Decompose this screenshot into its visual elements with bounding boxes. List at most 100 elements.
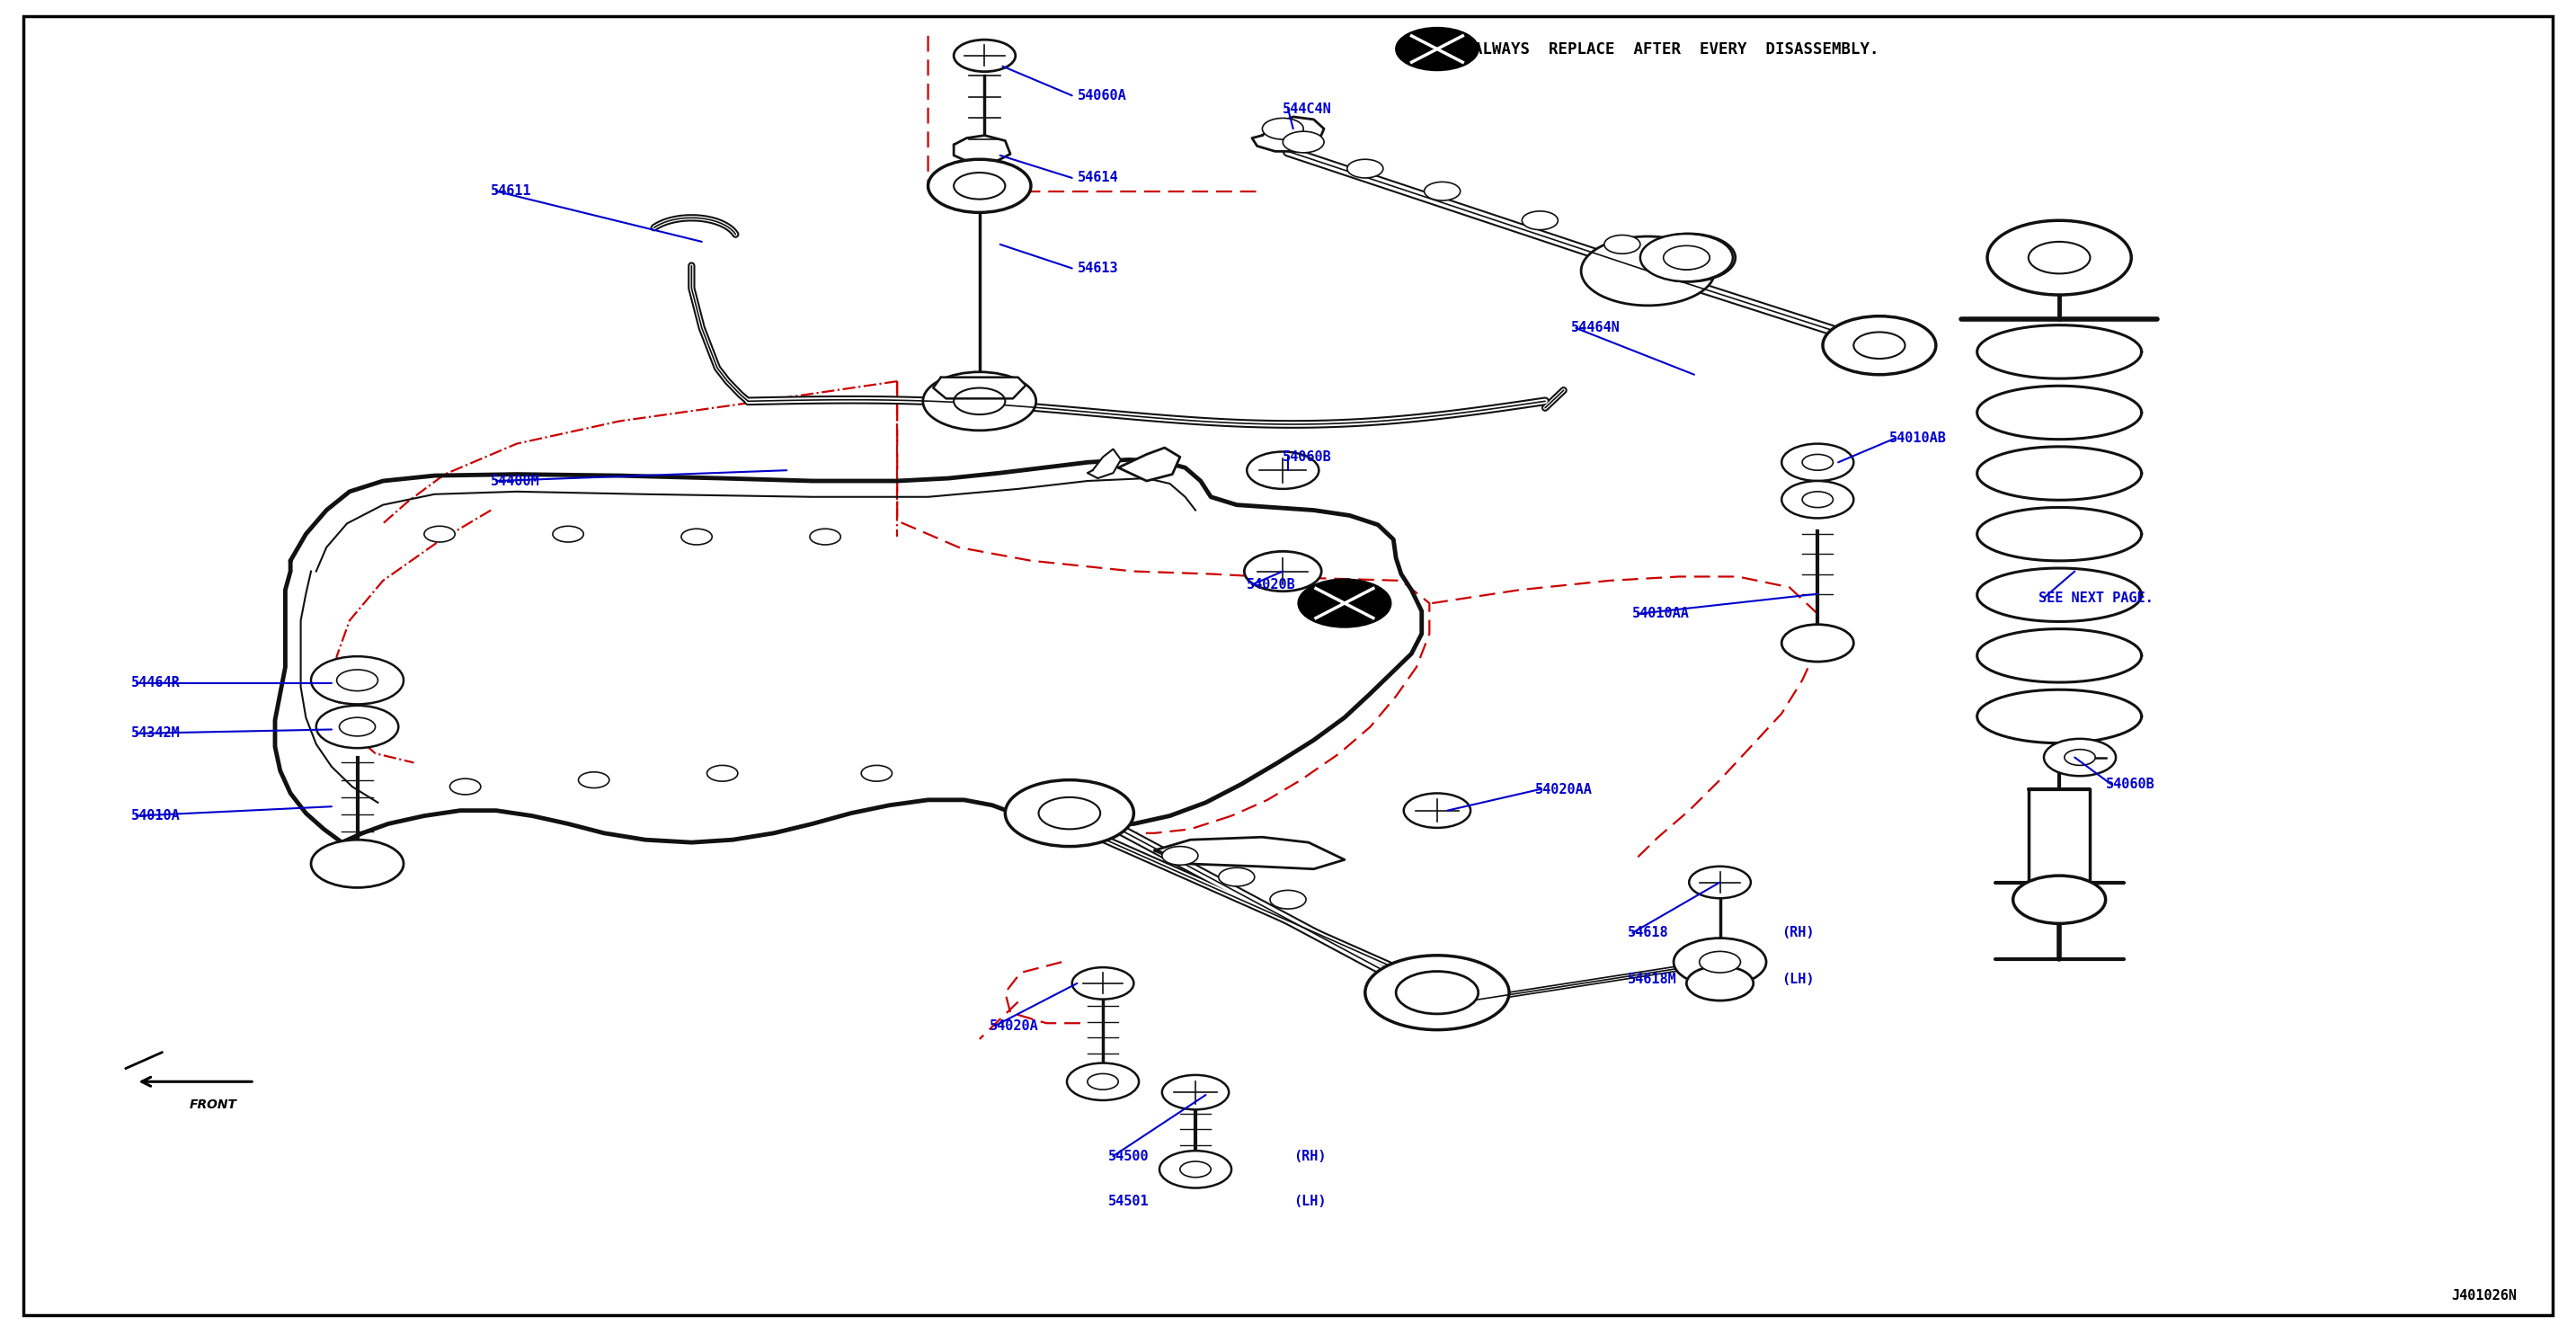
Circle shape: [1690, 866, 1752, 898]
Circle shape: [706, 766, 737, 782]
Circle shape: [1674, 938, 1767, 986]
Circle shape: [1783, 482, 1855, 518]
Text: 54010A: 54010A: [131, 810, 180, 823]
Circle shape: [1087, 1074, 1118, 1090]
Circle shape: [312, 656, 404, 704]
Circle shape: [337, 670, 379, 691]
Polygon shape: [1154, 838, 1345, 868]
Text: 54342M: 54342M: [131, 727, 180, 740]
Polygon shape: [276, 460, 1422, 843]
Circle shape: [2063, 750, 2094, 766]
Circle shape: [1803, 455, 1834, 471]
Circle shape: [1159, 1151, 1231, 1189]
Polygon shape: [1087, 450, 1121, 479]
Polygon shape: [1118, 448, 1180, 482]
Circle shape: [1218, 867, 1255, 886]
Circle shape: [1066, 1063, 1139, 1101]
Circle shape: [1605, 235, 1641, 253]
Circle shape: [1162, 846, 1198, 864]
Text: 54010AA: 54010AA: [1633, 607, 1690, 620]
Circle shape: [1262, 119, 1303, 139]
Circle shape: [1162, 1075, 1229, 1110]
Circle shape: [1283, 132, 1324, 152]
Circle shape: [1783, 444, 1855, 482]
Circle shape: [1643, 233, 1736, 281]
Text: 54614: 54614: [1077, 171, 1118, 184]
Circle shape: [2027, 241, 2089, 273]
Text: 54400M: 54400M: [492, 474, 541, 488]
Circle shape: [1401, 974, 1473, 1011]
Text: (RH): (RH): [1293, 1150, 1327, 1163]
Text: 54464R: 54464R: [131, 676, 180, 690]
Text: 54611: 54611: [492, 184, 533, 197]
Circle shape: [927, 159, 1030, 212]
Text: SEE NEXT PAGE.: SEE NEXT PAGE.: [2038, 591, 2154, 604]
Circle shape: [1396, 971, 1479, 1014]
Polygon shape: [953, 135, 1010, 164]
Text: 54010AB: 54010AB: [1891, 432, 1947, 446]
Text: 54501: 54501: [1108, 1194, 1149, 1209]
Polygon shape: [2027, 790, 2089, 882]
Circle shape: [1005, 780, 1133, 846]
Circle shape: [340, 718, 376, 736]
Text: 54060B: 54060B: [2105, 778, 2154, 791]
Text: (LH): (LH): [1293, 1194, 1327, 1209]
Circle shape: [953, 388, 1005, 415]
Circle shape: [1803, 491, 1834, 507]
Text: 54060B: 54060B: [1283, 451, 1332, 464]
Circle shape: [1425, 181, 1461, 200]
Circle shape: [1270, 890, 1306, 908]
Circle shape: [1180, 1162, 1211, 1178]
Circle shape: [953, 172, 1005, 199]
Text: 54613: 54613: [1077, 261, 1118, 275]
Circle shape: [1669, 247, 1710, 268]
Circle shape: [1664, 245, 1710, 269]
Text: 54464N: 54464N: [1571, 321, 1620, 335]
Text: FRONT: FRONT: [191, 1099, 237, 1111]
Circle shape: [1244, 551, 1321, 591]
Circle shape: [425, 526, 456, 542]
Text: (LH): (LH): [1783, 972, 1814, 986]
Text: ALWAYS  REPLACE  AFTER  EVERY  DISASSEMBLY.: ALWAYS REPLACE AFTER EVERY DISASSEMBLY.: [1473, 41, 1878, 57]
Circle shape: [1783, 624, 1855, 662]
Circle shape: [2043, 739, 2115, 776]
Polygon shape: [933, 378, 1025, 399]
Circle shape: [2012, 875, 2105, 923]
Circle shape: [922, 372, 1036, 431]
Circle shape: [1404, 794, 1471, 828]
Circle shape: [1298, 579, 1391, 627]
Circle shape: [312, 840, 404, 887]
Polygon shape: [1252, 117, 1324, 151]
Circle shape: [1582, 236, 1716, 305]
Circle shape: [1522, 211, 1558, 229]
Circle shape: [860, 766, 891, 782]
Text: 54020AA: 54020AA: [1535, 783, 1592, 796]
Text: J401026N: J401026N: [2452, 1289, 2517, 1302]
Circle shape: [1700, 951, 1741, 972]
Circle shape: [1247, 452, 1319, 490]
Text: 54020A: 54020A: [989, 1019, 1038, 1033]
Circle shape: [1824, 316, 1937, 375]
Circle shape: [1396, 28, 1479, 71]
Circle shape: [1072, 967, 1133, 999]
Circle shape: [1038, 798, 1100, 830]
Circle shape: [1347, 159, 1383, 177]
Text: 544C4N: 544C4N: [1283, 103, 1332, 116]
Text: (RH): (RH): [1783, 926, 1814, 939]
Circle shape: [953, 40, 1015, 72]
Circle shape: [317, 706, 399, 748]
Text: 54060A: 54060A: [1077, 89, 1126, 103]
Circle shape: [809, 528, 840, 544]
Circle shape: [1855, 332, 1906, 359]
Circle shape: [451, 779, 482, 795]
Text: 54500: 54500: [1108, 1150, 1149, 1163]
Circle shape: [1687, 966, 1754, 1000]
Circle shape: [554, 526, 585, 542]
Text: 54618: 54618: [1628, 926, 1669, 939]
Text: 54618M: 54618M: [1628, 972, 1677, 986]
Circle shape: [1986, 220, 2130, 295]
Circle shape: [1641, 233, 1734, 281]
Circle shape: [680, 528, 711, 544]
Circle shape: [1365, 955, 1510, 1030]
Text: 54020B: 54020B: [1247, 578, 1296, 591]
